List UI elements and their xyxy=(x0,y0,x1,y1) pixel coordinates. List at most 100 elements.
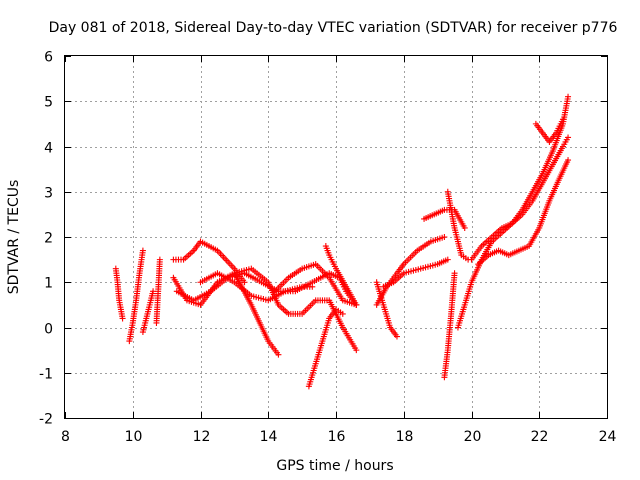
data-point-trail xyxy=(445,191,458,229)
x-tick-label: 20 xyxy=(464,429,482,445)
series-arc-11 xyxy=(305,306,346,390)
series-arc-2 xyxy=(126,247,146,345)
data-point xyxy=(565,134,572,141)
y-tick-label: 5 xyxy=(44,95,53,111)
data-point-trail xyxy=(116,299,124,311)
data-point-trail xyxy=(557,159,571,180)
data-point xyxy=(275,351,282,358)
x-tick-label: 22 xyxy=(531,429,549,445)
data-point xyxy=(353,347,360,354)
data-point-trail xyxy=(452,227,464,256)
data-point-trail xyxy=(487,248,500,258)
data-point-trail xyxy=(250,267,270,284)
series-arc-12 xyxy=(322,243,360,308)
data-point-trail xyxy=(416,239,432,253)
y-tick-label: 1 xyxy=(44,276,53,292)
series-arc-3 xyxy=(139,288,157,336)
data-point xyxy=(150,288,157,295)
data-point-trail xyxy=(233,280,253,298)
data-points xyxy=(112,93,572,390)
y-tick-label: 6 xyxy=(44,50,53,66)
data-point-trail xyxy=(118,308,126,320)
y-tick-label: 0 xyxy=(44,322,53,338)
y-tick-label: 4 xyxy=(44,141,53,157)
data-point xyxy=(451,270,458,277)
data-point-trail xyxy=(250,293,269,303)
data-point-trail xyxy=(420,261,439,272)
data-point-trail xyxy=(520,199,535,216)
series-arc-5 xyxy=(170,238,248,286)
y-tick-label: 2 xyxy=(44,231,53,247)
data-point-trail xyxy=(233,266,252,276)
data-point xyxy=(353,301,360,308)
data-point-trail xyxy=(550,145,565,166)
data-point-trail xyxy=(172,256,185,263)
data-point-trail xyxy=(547,131,558,144)
x-tick-label: 18 xyxy=(396,429,414,445)
x-tick-label: 16 xyxy=(328,429,346,445)
data-point-trail xyxy=(480,235,494,248)
data-point-trail xyxy=(530,181,545,202)
data-point-trail xyxy=(175,289,195,303)
data-point xyxy=(119,315,126,322)
data-point-trail xyxy=(334,267,349,288)
y-axis-label: SDTVAR / TECUs xyxy=(6,180,22,295)
data-point-trail xyxy=(273,276,290,293)
data-point-trail xyxy=(328,271,341,280)
data-point-trail xyxy=(403,266,422,276)
data-point-trail xyxy=(314,262,331,280)
series-arc-22 xyxy=(532,116,566,145)
data-point-trail xyxy=(344,285,359,306)
data-point-trail xyxy=(433,207,446,217)
data-point-trail xyxy=(395,262,406,275)
data-point xyxy=(156,256,163,263)
series-arc-4 xyxy=(153,256,163,326)
series-arc-15 xyxy=(380,256,451,290)
data-point-trail xyxy=(490,230,504,244)
y-tick-label: 3 xyxy=(44,186,53,202)
data-point-trail xyxy=(381,304,393,329)
x-tick-label: 24 xyxy=(599,429,617,445)
x-tick-label: 12 xyxy=(193,429,211,445)
data-point xyxy=(441,234,448,240)
data-point-trail xyxy=(327,308,338,320)
data-point-trail xyxy=(199,239,219,253)
data-point-trail xyxy=(284,284,303,294)
data-point-trail xyxy=(133,272,143,302)
data-point-trail xyxy=(448,272,458,315)
data-point-trail xyxy=(460,253,469,262)
series-arc-17 xyxy=(441,270,458,381)
data-point-trail xyxy=(301,283,313,290)
data-point-trail xyxy=(215,249,236,271)
data-point-trail xyxy=(243,271,263,285)
data-point-trail xyxy=(537,199,552,229)
series-arc-8 xyxy=(197,270,316,304)
data-point-trail xyxy=(140,317,149,333)
data-point-trail xyxy=(266,281,281,306)
x-tick-label: 8 xyxy=(61,429,70,445)
data-point-trail xyxy=(335,307,344,316)
series-arc-9 xyxy=(231,265,360,354)
data-point-trail xyxy=(301,261,317,271)
data-point-trail xyxy=(540,150,555,175)
data-point-trail xyxy=(306,362,318,388)
series-arc-13 xyxy=(373,279,400,340)
series-arc-21 xyxy=(475,157,572,268)
data-point-trail xyxy=(501,221,514,231)
data-point xyxy=(139,247,146,254)
data-point-trail xyxy=(341,326,359,352)
data-point-trail xyxy=(490,226,504,239)
data-point-trail xyxy=(313,340,325,365)
data-point-trail xyxy=(388,326,399,338)
data-point-trail xyxy=(153,258,163,324)
data-point-trail xyxy=(327,254,338,270)
data-point-trail xyxy=(147,290,156,306)
data-point-trail xyxy=(300,299,317,316)
data-point-trail xyxy=(430,234,446,244)
data-point-trail xyxy=(192,240,203,252)
data-point-trail xyxy=(561,136,570,148)
data-point xyxy=(461,224,468,231)
data-point xyxy=(565,93,572,100)
data-point xyxy=(339,310,346,317)
